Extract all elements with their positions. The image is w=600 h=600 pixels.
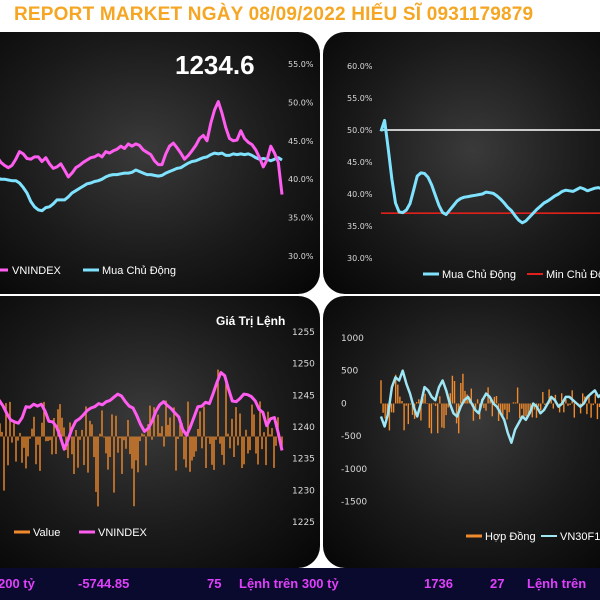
order-value-chart: Giá Trị Lệnh 1255 1250 1245 1240 1235 1230 122…	[0, 296, 320, 568]
y-tick-label: 55.0%	[347, 94, 373, 103]
buy-ratio-line	[0, 151, 283, 213]
legend-contract-label: Hợp Đồng	[485, 531, 536, 543]
y-tick-label: 1250	[292, 360, 315, 370]
buy-ratio-min-chart: 60.0% 55.0% 50.0% 45.0% 40.0% 35.0% 30.0% Mua …	[323, 32, 600, 294]
y-tick-label: 45.0%	[347, 158, 373, 167]
y-tick-label: 45.0%	[288, 137, 314, 146]
y-tick-label: -1500	[341, 498, 367, 508]
footer-item-2: 75	[207, 576, 222, 591]
footer-item-4: 1736	[424, 576, 453, 591]
y-tick-label: 0	[341, 399, 347, 409]
y-tick-label: 1230	[292, 486, 315, 496]
y-tick-label: 1000	[341, 334, 364, 344]
futures-contract-chart: 1000 500 0 -500 -1000 -1500 Hợp Đồng VN30F1M	[323, 296, 600, 568]
y-tick-label: 1235	[292, 455, 315, 465]
footer-item-1: -5744.85	[78, 576, 130, 591]
footer-item-5: 27	[490, 576, 505, 591]
footer-item-3: Lệnh trên 300 tỷ	[239, 576, 339, 591]
y-tick-label: 50.0%	[288, 98, 314, 107]
report-header: REPORT MARKET NGÀY 08/09/2022 HIẾU SĨ 09…	[0, 0, 600, 32]
y-tick-label: 55.0%	[288, 60, 314, 69]
legend-value-label: Value	[33, 527, 60, 539]
report-title: REPORT MARKET NGÀY 08/09/2022 HIẾU SĨ 09…	[14, 4, 534, 25]
y-tick-label: 50.0%	[347, 126, 373, 135]
y-tick-label: 500	[341, 367, 358, 377]
legend-vnindex-label-3: VNINDEX	[98, 527, 148, 539]
vnindex-line-3	[0, 371, 284, 451]
vn30f1m-line	[379, 369, 600, 444]
legend-buy-label-2: Mua Chủ Động	[442, 269, 516, 281]
y-tick-label: 30.0%	[347, 254, 373, 263]
chart-1-svg: 1234.6 55.0% 50.0% 45.0% 40.0% 35.0% 30.0% VN…	[0, 50, 314, 277]
buy-ratio-line-2	[379, 118, 600, 225]
legend-vnindex-label: VNINDEX	[12, 265, 62, 277]
order-value-title: Giá Trị Lệnh	[216, 314, 285, 328]
chart-4-svg: 1000 500 0 -500 -1000 -1500 Hợp Đồng VN30F1M	[341, 334, 600, 543]
y-tick-label: 30.0%	[288, 252, 314, 261]
y-tick-label: -1000	[341, 465, 367, 475]
legend-min-label: Min Chủ Động	[546, 269, 600, 281]
summary-footer: 200 tỷ -5744.85 75 Lệnh trên 300 tỷ 1736…	[0, 568, 600, 600]
legend-vn30-label: VN30F1M	[560, 531, 600, 543]
y-tick-label: 1240	[292, 423, 315, 433]
y-tick-label: 1255	[292, 328, 315, 338]
y-tick-label: 40.0%	[288, 175, 314, 184]
footer-item-6: Lệnh trên	[527, 576, 587, 591]
y-tick-label: 40.0%	[347, 190, 373, 199]
chart-3-svg: Giá Trị Lệnh 1255 1250 1245 1240 1235 1230 122…	[0, 314, 315, 539]
current-index-value: 1234.6	[175, 50, 255, 80]
y-tick-label: 1245	[292, 391, 315, 401]
chart-2-svg: 60.0% 55.0% 50.0% 45.0% 40.0% 35.0% 30.0% Mua …	[347, 62, 600, 281]
y-tick-label: 1225	[292, 518, 315, 528]
vnindex-line	[0, 100, 284, 195]
y-tick-label: 35.0%	[347, 222, 373, 231]
y-tick-label: -500	[341, 432, 362, 442]
legend-buy-label: Mua Chủ Động	[102, 265, 176, 277]
y-tick-label: 35.0%	[288, 214, 314, 223]
y-tick-label: 60.0%	[347, 62, 373, 71]
vnindex-buy-ratio-chart: 1234.6 55.0% 50.0% 45.0% 40.0% 35.0% 30.0% VN…	[0, 32, 320, 294]
footer-item-0: 200 tỷ	[0, 576, 35, 591]
